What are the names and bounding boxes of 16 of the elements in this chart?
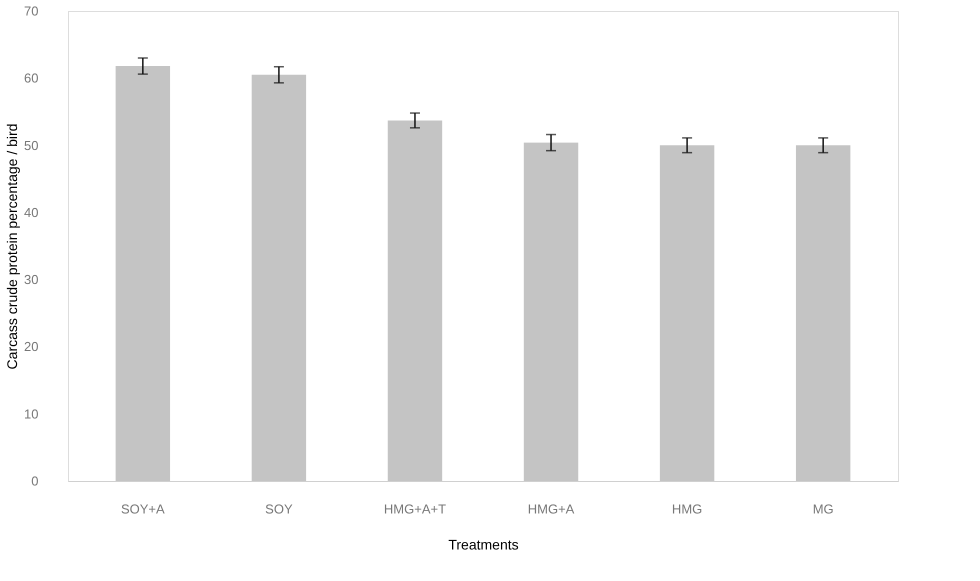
y-tick-label: 20: [24, 339, 38, 354]
y-tick-label: 10: [24, 406, 38, 422]
x-tick-label: HMG+A: [528, 502, 575, 516]
y-tick-label: 30: [24, 272, 38, 288]
y-axis-title: Carcass crude protein percentage / bird: [4, 124, 20, 370]
y-tick-label: 60: [24, 70, 38, 86]
x-tick-label: MG: [812, 502, 834, 516]
x-tick-label: SOY: [265, 502, 293, 516]
y-tick-label: 0: [31, 474, 38, 488]
x-tick-label: HMG: [672, 502, 702, 516]
x-tick-label: SOY+A: [120, 502, 166, 516]
x-axis-title: Treatments: [448, 536, 519, 552]
y-tick-label: 50: [24, 138, 38, 153]
y-tick-label: 70: [24, 4, 38, 18]
y-tick-label: 40: [24, 204, 38, 220]
x-tick-label: HMG+A+T: [384, 502, 446, 516]
